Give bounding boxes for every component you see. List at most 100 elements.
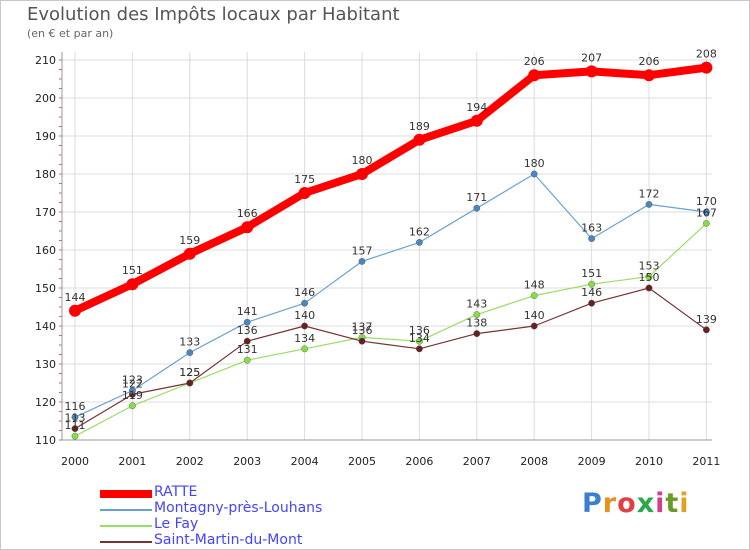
chart-subtitle: (en € et par an) — [27, 27, 114, 40]
y-tick-label: 150 — [35, 282, 56, 295]
data-point-le-fay — [128, 402, 136, 410]
logo-letter: r — [602, 488, 618, 519]
data-point-ratte — [298, 187, 311, 199]
plot-area — [62, 52, 712, 440]
data-point-ratte — [470, 114, 483, 127]
data-point-montagny-pres-louhans — [358, 257, 366, 265]
logo-letter: o — [617, 488, 637, 519]
legend-label: Saint-Martin-du-Mont — [154, 532, 303, 548]
logo-letter: x — [636, 488, 656, 519]
data-point-montagny-pres-louhans — [588, 235, 595, 243]
data-point-ratte — [700, 61, 713, 74]
data-point-ratte — [69, 304, 81, 317]
data-point-montagny-pres-louhans — [71, 413, 79, 421]
data-label-saint-martin-du-mont: 113 — [65, 412, 86, 425]
data-label-montagny-pres-louhans: 171 — [466, 191, 487, 204]
data-label-montagny-pres-louhans: 141 — [237, 305, 258, 318]
data-point-montagny-pres-louhans — [243, 318, 251, 326]
data-point-ratte — [126, 278, 139, 291]
data-label-ratte: 207 — [581, 51, 602, 64]
data-label-saint-martin-du-mont: 150 — [639, 271, 660, 284]
data-point-montagny-pres-louhans — [301, 299, 308, 307]
data-point-le-fay — [530, 292, 538, 299]
logo-letter: i — [655, 488, 666, 519]
y-tick-label: 110 — [35, 434, 56, 447]
data-label-ratte: 166 — [237, 207, 258, 220]
data-label-saint-martin-du-mont: 136 — [352, 324, 373, 337]
y-tick-label: 160 — [35, 244, 56, 257]
data-label-ratte: 144 — [65, 291, 86, 304]
data-label-saint-martin-du-mont: 146 — [581, 286, 602, 299]
data-label-saint-martin-du-mont: 134 — [409, 332, 430, 345]
x-tick-label: 2000 — [61, 455, 89, 468]
data-label-le-fay: 111 — [65, 419, 86, 432]
data-point-ratte — [585, 65, 598, 78]
x-tick-label: 2008 — [520, 455, 548, 468]
data-point-le-fay — [71, 432, 79, 440]
x-tick-label: 2003 — [233, 455, 261, 468]
legend-swatch — [100, 490, 152, 498]
x-tick-label: 2005 — [348, 455, 376, 468]
data-point-montagny-pres-louhans — [473, 204, 481, 212]
data-point-montagny-pres-louhans — [186, 349, 194, 356]
data-label-montagny-pres-louhans: 172 — [639, 187, 660, 200]
data-label-ratte: 159 — [179, 234, 200, 247]
data-label-ratte: 180 — [352, 154, 373, 167]
data-point-montagny-pres-louhans — [128, 387, 136, 394]
x-tick-label: 2006 — [405, 455, 433, 468]
data-label-ratte: 151 — [122, 264, 143, 277]
data-label-ratte: 175 — [294, 173, 315, 186]
y-tick-label: 170 — [35, 206, 56, 219]
x-tick-label: 2002 — [176, 455, 204, 468]
data-label-le-fay: 119 — [122, 389, 143, 402]
data-label-montagny-pres-louhans: 170 — [696, 195, 717, 208]
data-label-montagny-pres-louhans: 180 — [524, 157, 545, 170]
data-point-ratte — [356, 168, 368, 180]
data-label-le-fay: 143 — [466, 298, 487, 311]
y-tick-label: 180 — [35, 168, 56, 181]
data-point-saint-martin-du-mont — [473, 330, 481, 337]
logo-letter: P — [582, 488, 603, 519]
data-label-montagny-pres-louhans: 146 — [294, 286, 315, 299]
data-point-montagny-pres-louhans — [530, 170, 538, 178]
data-point-saint-martin-du-mont — [588, 299, 595, 307]
x-tick-label: 2011 — [692, 455, 720, 468]
data-label-le-fay: 151 — [581, 267, 602, 280]
data-point-le-fay — [473, 311, 481, 318]
data-label-montagny-pres-louhans: 116 — [65, 400, 86, 413]
data-point-le-fay — [243, 356, 251, 364]
data-point-ratte — [413, 133, 426, 146]
data-point-montagny-pres-louhans — [703, 208, 710, 216]
legend-label: Le Fay — [154, 516, 199, 532]
data-point-saint-martin-du-mont — [243, 337, 251, 345]
data-point-montagny-pres-louhans — [415, 238, 423, 246]
proxiti-logo: Proxiti — [582, 488, 690, 519]
data-point-le-fay — [645, 273, 653, 280]
data-point-ratte — [183, 247, 196, 260]
data-label-le-fay: 148 — [524, 279, 545, 292]
data-label-saint-martin-du-mont: 138 — [466, 317, 487, 330]
data-label-le-fay: 131 — [237, 343, 258, 356]
data-point-ratte — [241, 221, 254, 234]
data-label-le-fay: 153 — [639, 260, 660, 273]
series-line-montagny-pres-louhans — [74, 173, 708, 418]
legend-label: RATTE — [154, 484, 198, 500]
series-line-saint-martin-du-mont — [74, 287, 708, 430]
x-tick-label: 2010 — [635, 455, 663, 468]
data-label-saint-martin-du-mont: 140 — [294, 309, 315, 322]
data-point-le-fay — [415, 337, 423, 345]
x-tick-label: 2004 — [291, 455, 319, 468]
data-label-montagny-pres-louhans: 133 — [179, 336, 200, 349]
data-point-saint-martin-du-mont — [530, 322, 538, 330]
data-point-le-fay — [588, 280, 595, 288]
data-point-saint-martin-du-mont — [645, 284, 653, 292]
data-label-ratte: 208 — [696, 48, 717, 61]
y-tick-label: 190 — [35, 130, 56, 143]
data-point-ratte — [643, 69, 655, 82]
data-label-ratte: 194 — [466, 101, 487, 114]
data-label-le-fay: 136 — [409, 324, 430, 337]
logo-letter: t — [665, 488, 680, 519]
data-label-montagny-pres-louhans: 162 — [409, 225, 430, 238]
series-line-ratte — [71, 63, 711, 315]
